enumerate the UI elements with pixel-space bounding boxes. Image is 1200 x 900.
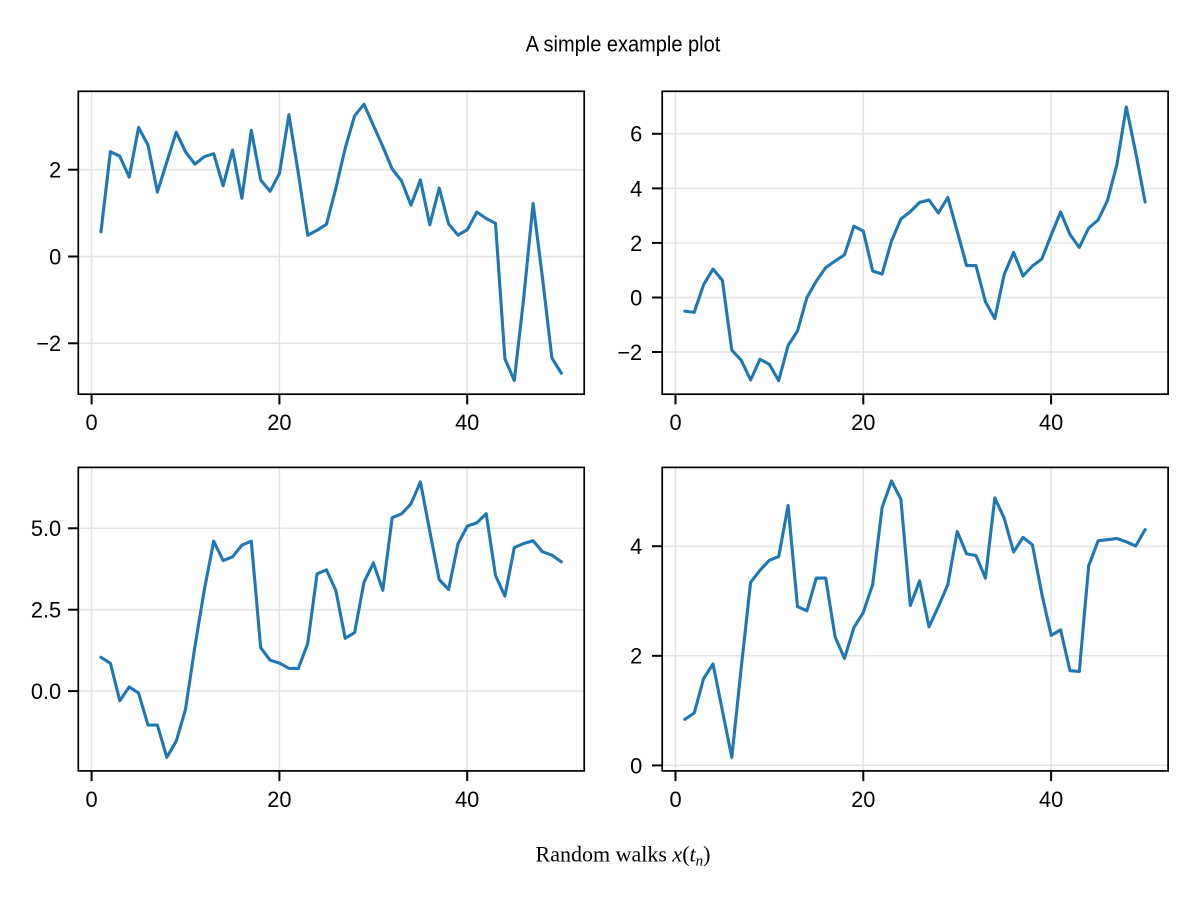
svg-text:2: 2: [630, 644, 642, 669]
svg-text:0: 0: [49, 244, 61, 269]
svg-text:40: 40: [1039, 787, 1063, 812]
svg-text:5.0: 5.0: [31, 516, 61, 541]
svg-text:40: 40: [455, 410, 479, 435]
svg-text:0: 0: [86, 410, 98, 435]
svg-text:0.0: 0.0: [31, 679, 61, 704]
svg-text:Random walks x(tn): Random walks x(tn): [536, 841, 711, 869]
svg-text:0: 0: [630, 753, 642, 778]
svg-text:20: 20: [267, 787, 291, 812]
svg-text:0: 0: [86, 787, 98, 812]
svg-text:4: 4: [630, 176, 642, 201]
svg-text:20: 20: [267, 410, 291, 435]
svg-text:6: 6: [630, 122, 642, 147]
svg-text:−2: −2: [617, 340, 642, 365]
svg-text:20: 20: [851, 410, 875, 435]
svg-text:20: 20: [851, 787, 875, 812]
svg-text:40: 40: [455, 787, 479, 812]
svg-text:0: 0: [669, 787, 681, 812]
svg-text:4: 4: [630, 534, 642, 559]
svg-text:2.5: 2.5: [31, 598, 61, 623]
svg-text:0: 0: [669, 410, 681, 435]
svg-text:0: 0: [630, 285, 642, 310]
svg-text:2: 2: [630, 231, 642, 256]
svg-text:40: 40: [1039, 410, 1063, 435]
svg-text:A simple example plot: A simple example plot: [526, 31, 721, 56]
svg-text:2: 2: [49, 158, 61, 183]
svg-text:−2: −2: [36, 331, 61, 356]
